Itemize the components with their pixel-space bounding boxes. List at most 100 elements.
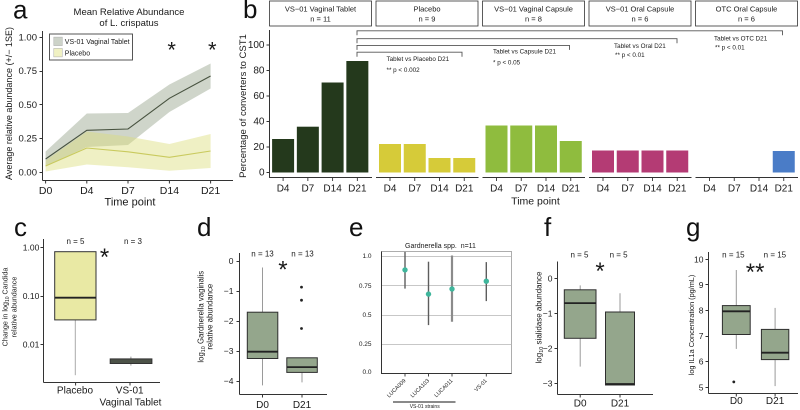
svg-text:D7: D7 <box>408 183 421 194</box>
svg-text:a: a <box>13 0 28 25</box>
svg-text:relative abundance: relative abundance <box>10 277 19 338</box>
svg-text:D14: D14 <box>430 183 449 194</box>
svg-text:D21: D21 <box>201 185 220 197</box>
svg-text:Placebo: Placebo <box>413 5 440 14</box>
svg-text:Average relative abundance (+/: Average relative abundance (+/− 1SE) <box>4 27 14 180</box>
svg-text:D4: D4 <box>277 183 290 194</box>
svg-text:−1: −1 <box>224 286 234 296</box>
svg-text:0.25: 0.25 <box>359 341 372 348</box>
svg-text:0: 0 <box>548 273 553 283</box>
svg-text:c: c <box>14 212 27 242</box>
svg-text:*: * <box>278 257 287 284</box>
svg-text:D21: D21 <box>348 183 367 194</box>
svg-text:0.75: 0.75 <box>359 283 372 290</box>
svg-text:0.01: 0.01 <box>23 340 40 350</box>
svg-text:D21: D21 <box>611 398 630 409</box>
svg-text:n = 15: n = 15 <box>722 251 745 260</box>
svg-text:60: 60 <box>253 91 265 102</box>
svg-text:b: b <box>243 0 257 24</box>
svg-text:1.00: 1.00 <box>19 32 38 43</box>
svg-text:n = 9: n = 9 <box>419 15 436 24</box>
svg-text:n = 6: n = 6 <box>632 15 649 24</box>
svg-text:Time point: Time point <box>511 196 560 208</box>
svg-text:*: * <box>167 37 176 62</box>
svg-text:−3: −3 <box>224 346 234 356</box>
svg-text:n = 13: n = 13 <box>251 250 274 259</box>
svg-text:** p < 0.01: ** p < 0.01 <box>715 45 745 52</box>
svg-text:n = 15: n = 15 <box>764 251 787 260</box>
svg-text:0: 0 <box>259 168 265 179</box>
svg-text:D21: D21 <box>766 396 785 407</box>
svg-text:Vaginal Tablet: Vaginal Tablet <box>100 398 162 409</box>
svg-text:VS-01 Vaginal Tablet: VS-01 Vaginal Tablet <box>65 39 130 46</box>
svg-text:*: * <box>595 258 604 285</box>
svg-text:n = 5: n = 5 <box>570 251 589 260</box>
svg-text:*: * <box>208 37 217 62</box>
svg-text:D4: D4 <box>384 183 397 194</box>
svg-text:f: f <box>544 212 552 242</box>
svg-text:VS−01 Vaginal Capsule: VS−01 Vaginal Capsule <box>494 5 573 14</box>
svg-text:D0: D0 <box>39 185 53 197</box>
svg-text:n = 8: n = 8 <box>525 15 542 24</box>
svg-text:100: 100 <box>248 40 265 51</box>
svg-text:0.25: 0.25 <box>19 134 38 145</box>
svg-text:log10 Gardnerella vaginalis: log10 Gardnerella vaginalis <box>197 271 208 363</box>
svg-text:−2: −2 <box>543 343 553 353</box>
svg-text:D14: D14 <box>537 183 556 194</box>
svg-text:D4: D4 <box>490 183 503 194</box>
svg-text:OTC Oral Capsule: OTC Oral Capsule <box>716 5 778 14</box>
svg-text:** p < 0.002: ** p < 0.002 <box>387 67 421 74</box>
svg-text:Tablet vs Oral D21: Tablet vs Oral D21 <box>614 43 666 50</box>
svg-text:D21: D21 <box>775 183 794 194</box>
svg-text:Mean Relative Abundance: Mean Relative Abundance <box>74 7 185 18</box>
svg-text:log IL1a Concentration (pg/mL): log IL1a Concentration (pg/mL) <box>687 275 696 376</box>
svg-text:D0: D0 <box>730 396 743 407</box>
svg-text:0.50: 0.50 <box>19 100 38 111</box>
svg-text:n = 11: n = 11 <box>310 15 331 24</box>
svg-text:7: 7 <box>699 331 704 341</box>
svg-text:D14: D14 <box>160 185 179 197</box>
svg-text:of L. crispatus: of L. crispatus <box>99 18 158 29</box>
svg-text:Placebo: Placebo <box>65 50 90 57</box>
svg-text:D4: D4 <box>597 183 610 194</box>
svg-text:Time point: Time point <box>105 197 156 209</box>
svg-text:−4: −4 <box>224 376 234 386</box>
svg-text:n = 3: n = 3 <box>124 237 143 246</box>
svg-text:VS−01 Vaginal Tablet: VS−01 Vaginal Tablet <box>285 5 357 14</box>
svg-text:8: 8 <box>699 306 704 316</box>
svg-text:10: 10 <box>694 254 704 264</box>
svg-text:9: 9 <box>699 280 704 290</box>
svg-text:0.10: 0.10 <box>23 291 40 301</box>
svg-text:D7: D7 <box>301 183 314 194</box>
svg-text:D7: D7 <box>515 183 528 194</box>
svg-text:5: 5 <box>699 382 704 392</box>
svg-text:D7: D7 <box>121 185 135 197</box>
svg-text:n = 13: n = 13 <box>291 250 314 259</box>
svg-text:D7: D7 <box>728 183 741 194</box>
svg-text:g: g <box>686 212 700 242</box>
svg-text:D7: D7 <box>621 183 634 194</box>
svg-text:VS−01 Oral Capsule: VS−01 Oral Capsule <box>606 5 675 14</box>
svg-text:D21: D21 <box>668 183 687 194</box>
svg-text:e: e <box>349 212 363 242</box>
svg-text:D21: D21 <box>293 400 312 410</box>
svg-text:1.0: 1.0 <box>362 253 371 260</box>
svg-text:D14: D14 <box>323 183 342 194</box>
svg-text:80: 80 <box>253 66 265 77</box>
svg-text:VS-01: VS-01 <box>116 386 144 397</box>
svg-text:D14: D14 <box>750 183 769 194</box>
svg-text:−2: −2 <box>224 316 234 326</box>
svg-text:n = 6: n = 6 <box>738 15 755 24</box>
svg-text:n = 5: n = 5 <box>66 237 85 246</box>
svg-text:* p < 0.05: * p < 0.05 <box>493 60 521 67</box>
svg-text:D4: D4 <box>80 185 94 197</box>
svg-text:D21: D21 <box>455 183 474 194</box>
svg-text:D21: D21 <box>562 183 581 194</box>
svg-text:0.00: 0.00 <box>19 167 38 178</box>
svg-text:Percentage of converters to CS: Percentage of converters to CST1 <box>238 34 249 178</box>
svg-text:Tablet vs OTC D21: Tablet vs OTC D21 <box>714 36 768 43</box>
svg-text:Gardnerella spp. n=11: Gardnerella spp. n=11 <box>405 243 476 250</box>
svg-text:−3: −3 <box>543 378 553 388</box>
svg-text:Placebo: Placebo <box>57 386 94 397</box>
svg-text:d: d <box>197 212 211 242</box>
